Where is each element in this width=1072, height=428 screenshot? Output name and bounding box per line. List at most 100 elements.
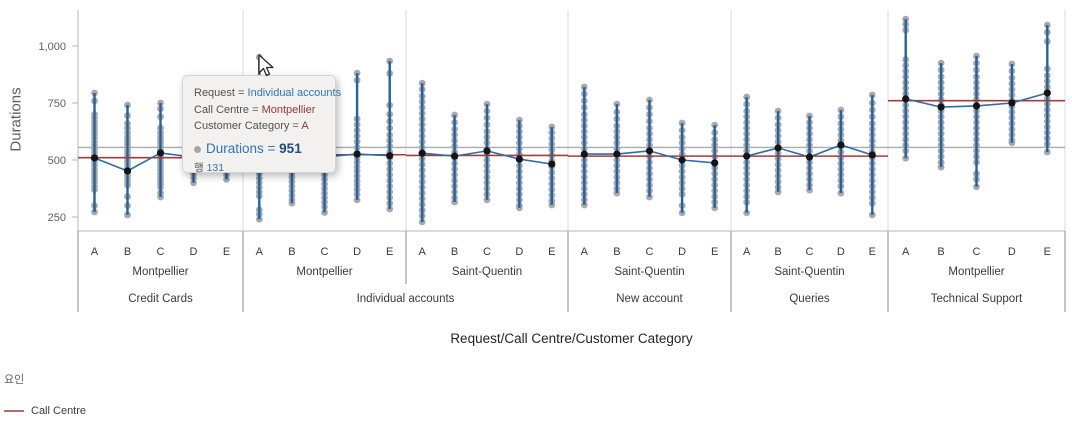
- call-centre-label: Montpellier: [948, 266, 1004, 278]
- series-dot-icon: [194, 145, 201, 153]
- tooltip-value: Individual accounts: [247, 87, 342, 99]
- category-label: E: [386, 246, 393, 258]
- mean-dot[interactable]: [678, 156, 686, 164]
- call-centre-label: Montpellier: [296, 266, 352, 278]
- request-label: New account: [616, 293, 683, 305]
- mean-dot[interactable]: [515, 155, 524, 163]
- mean-dot[interactable]: [972, 102, 981, 110]
- data-point[interactable]: [418, 218, 426, 226]
- y-tick-label: 500: [48, 155, 66, 167]
- call-centre-label: Saint-Quentin: [774, 266, 844, 278]
- data-point[interactable]: [386, 205, 394, 213]
- mean-dot[interactable]: [1043, 89, 1051, 97]
- mean-dot[interactable]: [353, 150, 361, 158]
- mean-dot[interactable]: [156, 149, 165, 157]
- mean-dot[interactable]: [386, 152, 394, 160]
- data-point[interactable]: [580, 201, 588, 209]
- mouse-cursor-icon: [258, 54, 274, 77]
- mean-dot[interactable]: [123, 167, 132, 175]
- category-label: A: [743, 246, 751, 258]
- legend-title: 요인: [4, 374, 25, 386]
- data-point[interactable]: [806, 186, 813, 194]
- mean-dot[interactable]: [902, 95, 910, 103]
- mean-dot[interactable]: [451, 152, 459, 160]
- request-label: Technical Support: [931, 293, 1023, 305]
- mean-dot[interactable]: [937, 103, 945, 111]
- category-label: A: [581, 246, 589, 258]
- mean-dot[interactable]: [645, 147, 654, 155]
- tooltip-label: Customer Category =: [194, 120, 302, 132]
- category-label: E: [548, 246, 555, 258]
- legend: 요인 Call Centre: [4, 371, 86, 417]
- data-point[interactable]: [386, 57, 394, 65]
- data-point[interactable]: [548, 201, 556, 209]
- category-label: B: [937, 246, 944, 258]
- mean-dot[interactable]: [743, 152, 751, 160]
- tooltip-rowinfo-value: 131: [206, 161, 225, 174]
- y-tick-label: 750: [48, 98, 66, 110]
- category-label: A: [419, 246, 427, 258]
- mean-dot[interactable]: [613, 150, 621, 158]
- legend-item-label: Call Centre: [31, 405, 87, 417]
- data-point[interactable]: [91, 208, 98, 216]
- tooltip-value: A: [301, 120, 309, 132]
- tooltip-equals: =: [263, 140, 280, 156]
- category-label: C: [483, 246, 491, 258]
- x-axis-title: Request/Call Centre/Customer Category: [450, 331, 693, 346]
- mean-dot[interactable]: [483, 147, 491, 155]
- category-label: C: [806, 246, 814, 258]
- tooltip-label: Call Centre =: [194, 103, 262, 116]
- category-label: B: [451, 246, 458, 258]
- category-label: D: [678, 246, 686, 258]
- legend-line-swatch: [4, 410, 24, 412]
- category-label: D: [190, 246, 198, 258]
- mean-dot[interactable]: [90, 154, 99, 162]
- data-point[interactable]: [1043, 148, 1051, 156]
- category-label: E: [1044, 246, 1051, 258]
- category-label: D: [515, 246, 523, 258]
- category-label: C: [973, 246, 981, 258]
- mean-dot[interactable]: [548, 160, 556, 168]
- category-label: C: [646, 246, 654, 258]
- mean-dot[interactable]: [711, 159, 719, 167]
- mean-dot[interactable]: [868, 151, 876, 159]
- category-label: E: [711, 246, 718, 258]
- y-tick-label: 1,000: [38, 41, 66, 53]
- category-label: A: [902, 246, 910, 258]
- tooltip-measure-value: 951: [279, 140, 302, 156]
- data-point[interactable]: [973, 52, 980, 60]
- mean-dot[interactable]: [580, 150, 588, 158]
- call-centre-label: Saint-Quentin: [614, 266, 684, 278]
- request-label: Credit Cards: [128, 293, 193, 305]
- mean-dot[interactable]: [774, 144, 782, 152]
- category-label: B: [774, 246, 781, 258]
- category-label: D: [1008, 246, 1016, 258]
- tooltip-measure-row: Durations = 951: [194, 139, 324, 159]
- category-label: C: [321, 246, 329, 258]
- category-label: A: [91, 246, 99, 258]
- mean-dot[interactable]: [805, 153, 814, 161]
- legend-item-call-centre[interactable]: Call Centre: [4, 405, 86, 417]
- tooltip-label: Request =: [194, 87, 248, 99]
- tooltip-value: Montpellier: [261, 103, 316, 116]
- call-centre-label: Saint-Quentin: [452, 266, 522, 278]
- tooltip-measure-label: Durations: [206, 140, 264, 156]
- tooltip-row-info: 행 131: [194, 161, 324, 177]
- category-label: D: [837, 246, 845, 258]
- category-label: C: [157, 246, 165, 258]
- request-label: Queries: [789, 293, 830, 305]
- request-label: Individual accounts: [357, 293, 455, 305]
- mean-dot[interactable]: [1008, 99, 1016, 107]
- data-point[interactable]: [774, 188, 782, 196]
- data-point[interactable]: [288, 199, 296, 207]
- tooltip-row-call-centre: Call Centre = Montpellier: [194, 102, 324, 119]
- mean-dot[interactable]: [837, 141, 845, 149]
- mean-dot[interactable]: [418, 149, 426, 157]
- data-point[interactable]: [973, 183, 980, 191]
- category-label: B: [124, 246, 131, 258]
- category-label: E: [869, 246, 876, 258]
- data-point[interactable]: [190, 179, 197, 187]
- tooltip: Request = Individual accounts Call Centr…: [182, 75, 341, 174]
